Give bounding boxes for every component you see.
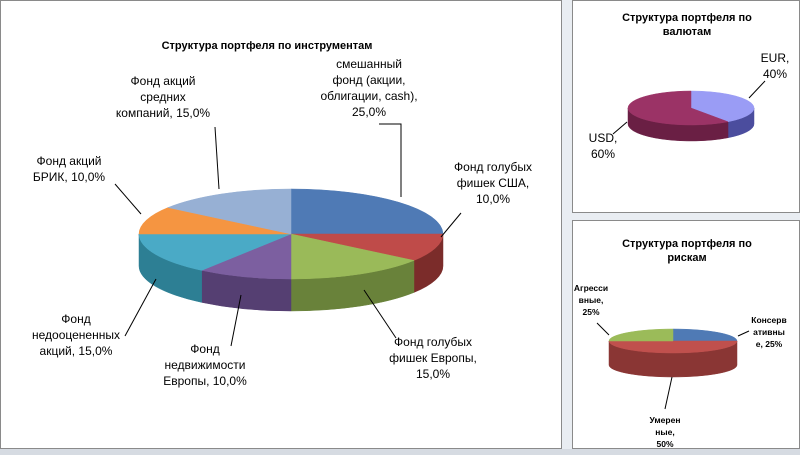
leader-line-currencies-1 xyxy=(612,121,628,135)
currencies-pie-chart: Структура портфеля по валютам EUR, 40% USD, 6… xyxy=(589,12,790,161)
risks-data-labels: Консерв ативны е, 25% Умерен ные, 50% Агресси в… xyxy=(574,283,787,449)
data-label-risks-консервативные: Консерв ативны е, 25% xyxy=(751,315,786,349)
pie-slice-instruments-фонд-голубых-фишек-европы[interactable] xyxy=(290,233,415,280)
currencies-data-labels: EUR, 40% USD, 60% xyxy=(589,51,790,161)
pie-slice-risks-умеренные[interactable] xyxy=(608,340,738,354)
risks-pie-chart: Структура портфеля по рискам Консерв ативны… xyxy=(574,238,787,449)
leader-line-instruments-2 xyxy=(363,289,397,339)
leader-line-instruments-3 xyxy=(230,294,242,347)
leader-line-risks-1 xyxy=(664,376,673,410)
pie-slice-instruments-фонд-акций-брик[interactable] xyxy=(138,207,292,235)
leader-line-currencies-0 xyxy=(748,80,766,99)
pie-slice-instruments-фонд-недооцененных-акций[interactable] xyxy=(138,233,292,271)
instruments-plot: Структура портфеля по инструментам смешан… xyxy=(32,40,532,388)
pie-slice-instruments-фонд-акций-средних-компаний[interactable] xyxy=(167,188,292,235)
data-label-risks-агрессивные: Агресси вные, 25% xyxy=(574,283,608,317)
leader-line-risks-2 xyxy=(596,322,610,336)
instruments-pie-chart: Структура портфеля по инструментам смешан… xyxy=(32,40,532,388)
instruments-chart-title: Структура портфеля по инструментам xyxy=(162,40,373,52)
data-label-instruments-фонд-недвижимости-европы: Фонд недвижимости Европы, 10,0% xyxy=(163,342,247,388)
leader-line-instruments-6 xyxy=(214,126,220,190)
pie-slice-risks-консервативные[interactable] xyxy=(672,328,738,342)
risks-chart-panel[interactable]: Структура портфеля по рискам Консерв ативны… xyxy=(572,220,800,449)
data-label-instruments-фонд-недооцененных-акций: Фонд недооцененных акций, 15,0% xyxy=(32,312,120,358)
instruments-pie-sides xyxy=(138,233,444,312)
instruments-pie-slices xyxy=(138,188,444,280)
data-label-instruments-фонд-акций-брик: Фонд акций БРИК, 10,0% xyxy=(33,154,106,184)
data-label-instruments-смешанный-фонд-акции-облигации-cash: смешанный фонд (акции, облигации, cash), 25… xyxy=(320,57,417,119)
risks-pie-slices xyxy=(608,328,738,354)
sheet-bottom-strip xyxy=(0,449,800,455)
data-label-currencies-eur: EUR, 40% xyxy=(761,51,790,81)
pie-slice-currencies-usd[interactable] xyxy=(627,90,729,126)
risks-chart-title: Структура портфеля по xyxy=(622,238,752,250)
data-label-instruments-фонд-голубых-фишек-европы: Фонд голубых фишек Европы, 15,0% xyxy=(389,335,477,381)
instruments-chart-panel[interactable]: Структура портфеля по инструментам смешан… xyxy=(0,0,562,449)
pie-slice-risks-агрессивные[interactable] xyxy=(608,328,674,342)
risks-chart-title-line-2: рискам xyxy=(667,252,706,264)
leader-line-instruments-5 xyxy=(114,183,142,215)
currencies-chart-title: Структура портфеля по xyxy=(622,12,752,24)
currencies-chart-title-line-2: валютам xyxy=(663,26,712,38)
risks-plot: Структура портфеля по рискам Консерв ативны… xyxy=(574,238,787,449)
leader-line-risks-0 xyxy=(737,330,750,337)
leader-line-instruments-0 xyxy=(379,123,402,197)
data-label-currencies-usd: USD, 60% xyxy=(589,131,618,161)
data-label-instruments-фонд-акций-средних-компаний: Фонд акций средних компаний, 15,0% xyxy=(116,74,211,120)
data-label-instruments-фонд-голубых-фишек-сша: Фонд голубых фишек США, 10,0% xyxy=(454,160,532,206)
leader-line-instruments-1 xyxy=(440,212,462,238)
pie-slice-currencies-eur[interactable] xyxy=(690,90,755,123)
leader-line-instruments-4 xyxy=(124,278,157,337)
currencies-chart-panel[interactable]: Структура портфеля по валютам EUR, 40% USD, 6… xyxy=(572,0,800,213)
pie-slice-instruments-смешанный-фонд-акции-облигации-cash[interactable] xyxy=(290,188,444,235)
currencies-plot: Структура портфеля по валютам EUR, 40% USD, 6… xyxy=(589,12,790,161)
currencies-pie-slices xyxy=(627,90,755,126)
pie-slice-instruments-фонд-недвижимости-европы[interactable] xyxy=(200,233,292,280)
data-label-risks-умеренные: Умерен ные, 50% xyxy=(650,415,681,449)
instruments-data-labels: смешанный фонд (акции, облигации, cash), 25… xyxy=(32,57,532,388)
